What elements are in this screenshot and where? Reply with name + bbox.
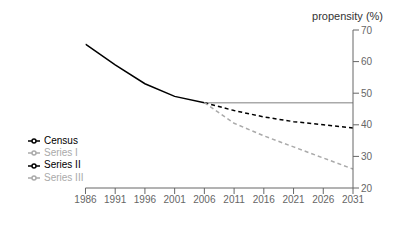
svg-text:30: 30 bbox=[361, 151, 373, 162]
html-text:Series I: Series I bbox=[44, 146, 78, 158]
svg-text:2021: 2021 bbox=[282, 194, 305, 205]
svg-text:2001: 2001 bbox=[164, 194, 187, 205]
svg-text:1996: 1996 bbox=[134, 194, 157, 205]
svg-text:1986: 1986 bbox=[74, 194, 97, 205]
html-text:Census: Census bbox=[44, 134, 78, 146]
svg-text:70: 70 bbox=[361, 25, 373, 36]
svg-text:60: 60 bbox=[361, 56, 373, 67]
svg-text:2016: 2016 bbox=[253, 194, 276, 205]
svg-text:50: 50 bbox=[361, 88, 373, 99]
svg-text:1991: 1991 bbox=[104, 194, 127, 205]
html-text:propensity (%): propensity (%) bbox=[312, 10, 383, 22]
svg-text:2006: 2006 bbox=[193, 194, 216, 205]
svg-text:2026: 2026 bbox=[312, 194, 335, 205]
html-text:Series II: Series II bbox=[44, 159, 81, 171]
svg-text:20: 20 bbox=[361, 183, 373, 194]
svg-text:40: 40 bbox=[361, 119, 373, 130]
svg-text:2011: 2011 bbox=[223, 194, 245, 205]
svg-text:2031: 2031 bbox=[342, 194, 365, 205]
html-text:Series III: Series III bbox=[44, 171, 84, 183]
